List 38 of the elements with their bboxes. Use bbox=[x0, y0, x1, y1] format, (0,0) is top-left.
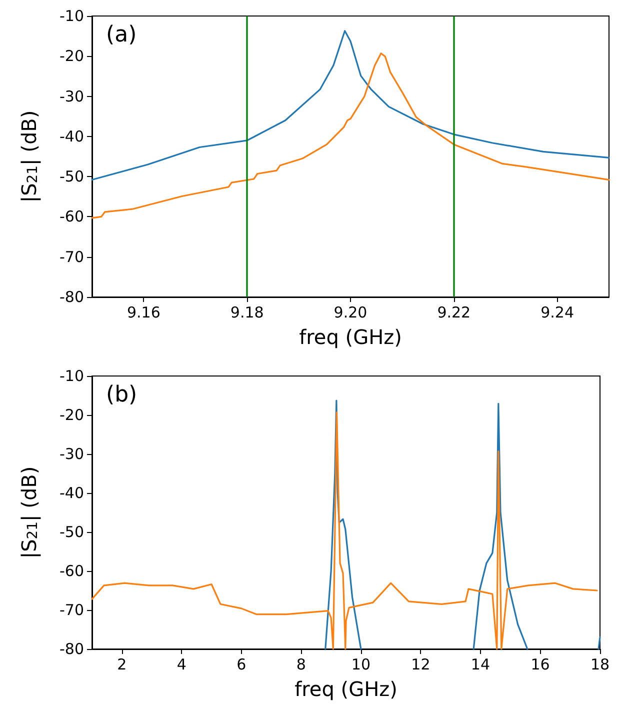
x-tick-label: 14 bbox=[470, 656, 490, 674]
y-tick-label: -80 bbox=[60, 288, 84, 306]
x-axis-title: freq (GHz) bbox=[294, 677, 398, 701]
y-tick-label: -10 bbox=[60, 7, 84, 25]
y-tick-label: -20 bbox=[60, 406, 84, 424]
y-tick-label: -60 bbox=[60, 208, 84, 226]
x-tick-label: 8 bbox=[296, 656, 306, 674]
x-tick-label: 4 bbox=[176, 656, 186, 674]
y-tick-label: -70 bbox=[60, 248, 84, 266]
annotation: (b) bbox=[106, 382, 138, 408]
x-tick-label: 10 bbox=[351, 656, 370, 674]
x-tick-label: 9.16 bbox=[126, 304, 160, 322]
x-tick-label: 12 bbox=[411, 656, 430, 674]
y-tick-label: -50 bbox=[60, 168, 84, 186]
y-tick-label: -40 bbox=[60, 127, 84, 146]
line-series bbox=[91, 52, 610, 219]
y-tick-label: -30 bbox=[60, 445, 84, 463]
y-tick-label: -50 bbox=[60, 523, 84, 541]
y-axis-title: |S21| (dB) bbox=[17, 110, 41, 203]
y-tick-label: -40 bbox=[60, 484, 84, 502]
y-tick-label: -60 bbox=[60, 562, 84, 580]
y-tick-label: -10 bbox=[60, 367, 84, 385]
line-series bbox=[91, 411, 598, 650]
annotation: (a) bbox=[106, 22, 137, 48]
x-tick-label: 9.24 bbox=[540, 304, 574, 322]
x-tick-label: 9.20 bbox=[334, 304, 368, 322]
x-tick-label: 9.18 bbox=[230, 304, 264, 322]
y-axis-title: |S21| (dB) bbox=[17, 466, 41, 559]
x-tick-label: 9.22 bbox=[437, 304, 471, 322]
y-tick-label: -20 bbox=[60, 47, 84, 66]
y-tick-label: -80 bbox=[60, 640, 84, 658]
y-tick-label: -70 bbox=[60, 601, 84, 619]
x-tick-label: 6 bbox=[236, 656, 246, 674]
x-tick-label: 18 bbox=[590, 656, 610, 674]
y-tick-label: -30 bbox=[60, 87, 84, 106]
x-axis-title: freq (GHz) bbox=[299, 325, 402, 349]
x-tick-label: 16 bbox=[530, 656, 550, 674]
x-tick-label: 2 bbox=[117, 656, 127, 674]
